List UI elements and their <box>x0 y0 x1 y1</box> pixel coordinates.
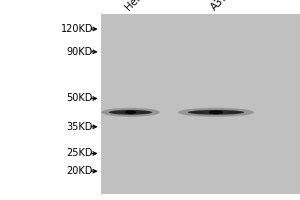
Text: 25KD: 25KD <box>67 148 93 158</box>
Text: A375: A375 <box>209 0 234 12</box>
Text: 35KD: 35KD <box>67 122 93 132</box>
Ellipse shape <box>109 110 152 115</box>
Ellipse shape <box>209 110 223 114</box>
Text: 50KD: 50KD <box>67 93 93 103</box>
Text: 120KD: 120KD <box>61 24 93 34</box>
Ellipse shape <box>188 110 244 115</box>
Ellipse shape <box>125 110 136 114</box>
Bar <box>100 14 300 194</box>
Text: Hela: Hela <box>123 0 146 12</box>
Text: 90KD: 90KD <box>67 47 93 57</box>
Ellipse shape <box>178 108 254 117</box>
Ellipse shape <box>101 108 160 117</box>
Text: 20KD: 20KD <box>67 166 93 176</box>
